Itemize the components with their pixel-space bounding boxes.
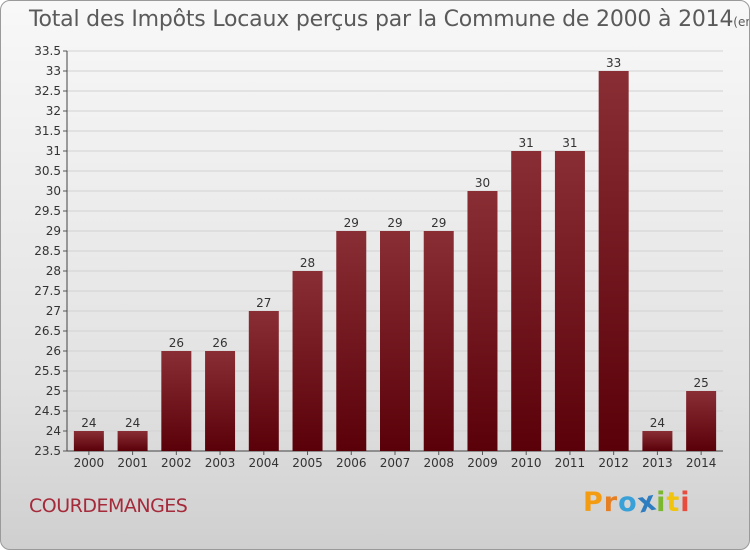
bar-value-label: 31 bbox=[562, 136, 577, 150]
bar-value-label: 31 bbox=[519, 136, 534, 150]
y-tick-label: 32 bbox=[46, 104, 61, 118]
y-tick-label: 31 bbox=[46, 144, 61, 158]
y-tick-label: 29.5 bbox=[34, 204, 61, 218]
bar-value-label: 26 bbox=[212, 336, 227, 350]
bar-2005 bbox=[292, 271, 323, 451]
bar-2007 bbox=[380, 231, 410, 451]
logo-letter: r bbox=[603, 487, 619, 518]
bar-2006 bbox=[336, 231, 367, 451]
x-tick-label: 2004 bbox=[249, 456, 280, 470]
bar-2012 bbox=[598, 71, 629, 451]
bar-2003 bbox=[205, 351, 236, 451]
bar-value-label: 26 bbox=[169, 336, 184, 350]
logo-letter: o bbox=[618, 487, 638, 518]
logo-letter: P bbox=[583, 487, 604, 518]
bar-value-label: 30 bbox=[475, 176, 490, 190]
y-tick-label: 23.5 bbox=[34, 444, 61, 458]
x-tick-label: 2014 bbox=[686, 456, 717, 470]
x-tick-label: 2003 bbox=[205, 456, 236, 470]
x-tick-label: 2001 bbox=[117, 456, 148, 470]
x-tick-label: 2013 bbox=[642, 456, 673, 470]
y-tick-label: 32.5 bbox=[34, 84, 61, 98]
bar-value-label: 29 bbox=[431, 216, 446, 230]
y-tick-label: 30 bbox=[46, 184, 61, 198]
bar-2013 bbox=[642, 431, 673, 451]
bar-layer bbox=[73, 71, 717, 451]
bar-2009 bbox=[467, 191, 498, 451]
logo-letter: i bbox=[680, 487, 691, 518]
y-tick-label: 27.5 bbox=[34, 284, 61, 298]
bar-2010 bbox=[511, 151, 542, 451]
bar-2001 bbox=[117, 431, 148, 451]
label-layer: 24 24 26 26 27 28 29 29 29 30 31 31 33 24 25 bbox=[81, 56, 709, 430]
x-tick-label: 2002 bbox=[161, 456, 192, 470]
x-tick-label: 2005 bbox=[292, 456, 323, 470]
x-tick-label: 2010 bbox=[511, 456, 542, 470]
y-tick-label: 24 bbox=[46, 424, 61, 438]
bar-value-label: 27 bbox=[256, 296, 271, 310]
y-tick-label: 33.5 bbox=[34, 44, 61, 58]
bar-2000 bbox=[73, 431, 104, 451]
y-tick-label: 28 bbox=[46, 264, 61, 278]
y-tick-label: 28.5 bbox=[34, 244, 61, 258]
bar-value-label: 24 bbox=[81, 416, 96, 430]
bar-value-label: 33 bbox=[606, 56, 621, 70]
bar-2008 bbox=[423, 231, 454, 451]
x-tick-label: 2011 bbox=[555, 456, 586, 470]
bar-2014 bbox=[686, 391, 717, 451]
chart-title-text: Total des Impôts Locaux perçus par la Co… bbox=[29, 7, 734, 32]
x-tick-label: 2006 bbox=[336, 456, 367, 470]
bar-value-label: 24 bbox=[125, 416, 140, 430]
logo-letter: t bbox=[666, 487, 681, 518]
bar-2004 bbox=[248, 311, 279, 451]
y-tick-label: 26 bbox=[46, 344, 61, 358]
x-tick-label: 2007 bbox=[380, 456, 411, 470]
proxiti-logo: Proxiti bbox=[583, 485, 691, 519]
bar-2011 bbox=[554, 151, 585, 451]
chart-title-unit: (en milliers d'€) bbox=[733, 15, 749, 29]
x-tick-label: 2008 bbox=[423, 456, 454, 470]
bar-value-label: 24 bbox=[650, 416, 665, 430]
y-tick-label: 26.5 bbox=[34, 324, 61, 338]
x-tick-label: 2009 bbox=[467, 456, 498, 470]
chart-title: Total des Impôts Locaux perçus par la Co… bbox=[29, 7, 749, 32]
y-tick-label: 25 bbox=[46, 384, 61, 398]
bar-2002 bbox=[161, 351, 192, 451]
x-tick-label: 2012 bbox=[598, 456, 629, 470]
x-tick-label: 2000 bbox=[74, 456, 105, 470]
logo-letter: i bbox=[656, 487, 667, 518]
bar-value-label: 29 bbox=[344, 216, 359, 230]
y-tick-label: 25.5 bbox=[34, 364, 61, 378]
y-tick-label: 27 bbox=[46, 304, 61, 318]
y-tick-label: 24.5 bbox=[34, 404, 61, 418]
bar-value-label: 28 bbox=[300, 256, 315, 270]
commune-name: COURDEMANGES bbox=[29, 495, 188, 517]
y-tick-label: 30.5 bbox=[34, 164, 61, 178]
bar-value-label: 25 bbox=[693, 376, 708, 390]
y-tick-label: 29 bbox=[46, 224, 61, 238]
bar-value-label: 29 bbox=[387, 216, 402, 230]
y-tick-label: 33 bbox=[46, 64, 61, 78]
y-tick-label: 31.5 bbox=[34, 124, 61, 138]
